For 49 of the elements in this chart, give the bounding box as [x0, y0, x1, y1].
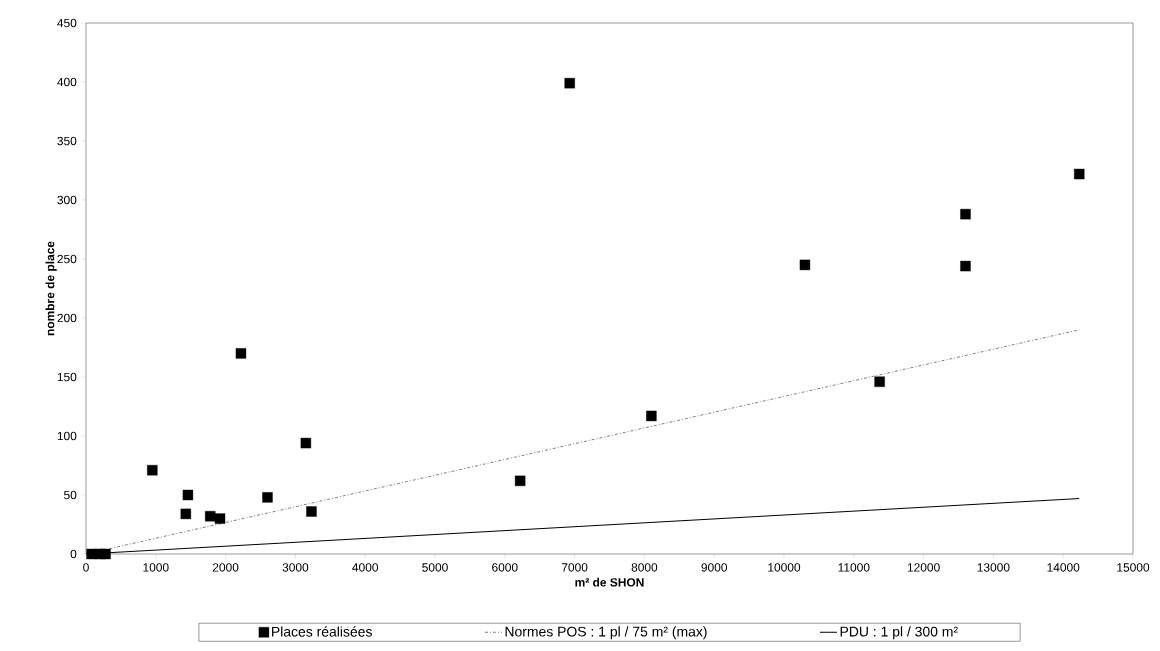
point [874, 376, 885, 387]
point [147, 465, 158, 476]
point [262, 492, 273, 503]
x-tick-label: 11000 [838, 563, 870, 572]
point [180, 508, 192, 520]
y-axis-title: nombre de place [45, 241, 57, 336]
x-tick-label: 2000 [212, 563, 239, 572]
y-tick-label: 200 [57, 313, 77, 323]
y-tick-label: 450 [57, 18, 77, 28]
point [306, 506, 317, 517]
legend-label: Places réalisées [272, 626, 372, 637]
point [960, 208, 971, 220]
legend-label: PDU : 1 pl / 300 m² [840, 626, 958, 640]
x-tick-label: 0 [83, 563, 89, 572]
x-tick-label: 15000 [1117, 563, 1150, 572]
x-tick-label: 14000 [1047, 563, 1080, 572]
y-tick-label: 300 [57, 195, 77, 205]
x-tick-label: 5000 [422, 563, 448, 572]
x-tick-label: 6000 [492, 563, 518, 572]
y-tick-label: 50 [64, 490, 77, 500]
point [1074, 168, 1085, 180]
y-tick-label: 100 [57, 431, 77, 441]
x-tick-label: 13000 [977, 563, 1010, 572]
point [646, 410, 657, 422]
y-tick-label: 350 [57, 136, 77, 146]
x-tick-label: 10000 [768, 563, 801, 572]
point [214, 513, 226, 524]
point [564, 77, 575, 89]
point [960, 260, 971, 272]
point [300, 437, 312, 449]
y-tick-label: 150 [57, 372, 77, 382]
point [514, 475, 526, 487]
point [235, 348, 247, 359]
point [100, 548, 111, 560]
x-tick-label: 9000 [701, 563, 728, 572]
x-tick-label: 4000 [352, 563, 379, 572]
x-axis-title: m² de SHON [575, 577, 644, 587]
point [205, 511, 216, 522]
legend-label: Normes POS : 1 pl / 75 m² (max) [505, 626, 707, 640]
x-tick-label: 1000 [143, 563, 169, 572]
x-tick-label: 7000 [561, 563, 588, 572]
point [799, 259, 811, 271]
x-tick-label: 8000 [631, 563, 658, 572]
y-tick-label: 0 [70, 549, 77, 559]
y-tick-label: 250 [57, 254, 77, 264]
x-tick-label: 12000 [907, 563, 940, 572]
point [182, 489, 194, 501]
x-tick-label: 3000 [282, 563, 309, 572]
y-tick-label: 400 [57, 77, 77, 87]
